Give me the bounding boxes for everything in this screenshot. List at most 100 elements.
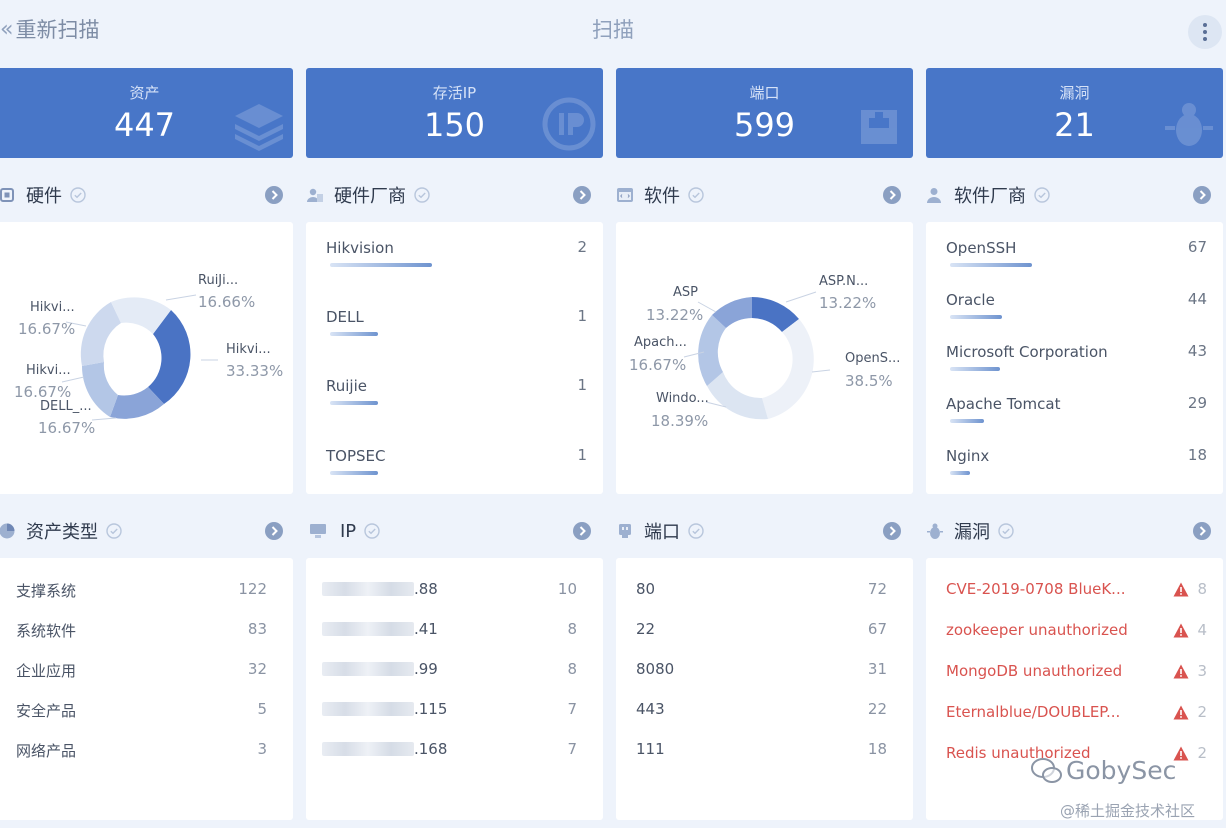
list-item[interactable]: Nginx 18 — [946, 446, 1207, 475]
section-title: 软件 — [644, 186, 680, 207]
arrow-right-circle-icon[interactable] — [1193, 522, 1211, 540]
code-window-icon — [617, 188, 633, 202]
slice-asp[interactable] — [712, 297, 752, 328]
check-circle-icon — [998, 523, 1014, 539]
section-title: 端口 — [644, 522, 680, 543]
list-item[interactable]: 安全产品 5 — [16, 700, 267, 720]
section-header-ports: 端口 — [616, 516, 913, 546]
list-item[interactable]: DELL 1 — [326, 307, 587, 336]
list-item[interactable]: MongoDB unauthorized 3 — [946, 662, 1207, 680]
section-header-software-vendor: 软件厂商 — [926, 180, 1223, 210]
list-item[interactable]: Hikvision 2 — [326, 238, 587, 267]
section-header-ip: IP — [306, 516, 603, 546]
hw-label-4: Hikvi... — [26, 363, 71, 378]
list-item[interactable]: Eternalblue/DOUBLEP... 2 — [946, 703, 1207, 721]
check-circle-icon — [70, 187, 86, 203]
list-item[interactable]: Ruijie 1 — [326, 376, 587, 405]
list-item[interactable]: 企业应用 32 — [16, 660, 267, 680]
section-title: IP — [340, 520, 357, 542]
list-item[interactable]: Microsoft Corporation 43 — [946, 342, 1207, 371]
arrow-right-circle-icon[interactable] — [573, 522, 591, 540]
hw-label-2: Hikvi... — [226, 342, 271, 357]
arrow-right-circle-icon[interactable] — [1193, 186, 1211, 204]
list-item[interactable]: 支撑系统 122 — [16, 580, 267, 600]
slice-ruiji-16[interactable] — [111, 297, 171, 334]
stat-card-alive-ip[interactable]: 存活IP 150 — [306, 68, 603, 158]
list-item[interactable]: 443 22 — [636, 700, 887, 718]
slice-asp-n[interactable] — [752, 297, 799, 332]
hw-label-1: RuiJi... — [198, 273, 239, 288]
list-item[interactable]: 80 72 — [636, 580, 887, 598]
section-title: 软件厂商 — [954, 186, 1026, 207]
slice-windo[interactable] — [707, 372, 768, 420]
list-item[interactable]: .99 8 — [322, 660, 577, 684]
slice-hikvi-16b[interactable] — [80, 302, 121, 366]
list-item[interactable]: .115 7 — [322, 700, 577, 724]
watermark-site: @稀土掘金技术社区 — [1060, 802, 1196, 820]
count-bar — [950, 315, 1002, 319]
more-menu-button[interactable] — [1188, 15, 1222, 49]
count-bar — [330, 401, 378, 405]
redacted-ip — [322, 742, 414, 756]
list-item[interactable]: TOPSEC 1 — [326, 446, 587, 475]
arrow-right-circle-icon[interactable] — [883, 186, 901, 204]
slice-dell-16[interactable] — [110, 387, 164, 419]
wechat-icon — [1031, 758, 1062, 783]
list-item[interactable]: 8080 31 — [636, 660, 887, 678]
stat-card-ports[interactable]: 端口 599 — [616, 68, 913, 158]
list-item[interactable]: OpenSSH 67 — [946, 238, 1207, 267]
list-item[interactable]: 22 67 — [636, 620, 887, 638]
section-title: 硬件厂商 — [334, 186, 406, 207]
watermark-brand: GobySec — [1066, 756, 1177, 785]
slice-hikvi-16a[interactable] — [81, 362, 118, 417]
list-item[interactable]: CVE-2019-0708 BlueK... 8 — [946, 580, 1207, 598]
arrow-right-circle-icon[interactable] — [265, 186, 283, 204]
list-item[interactable]: zookeeper unauthorized 4 — [946, 621, 1207, 639]
rescan-button[interactable]: « 重新扫描 — [0, 16, 99, 44]
top-bar: « 重新扫描 扫描 — [0, 0, 1226, 62]
sw-label-4: OpenS... — [845, 351, 901, 366]
list-item[interactable]: 111 18 — [636, 740, 887, 758]
list-item[interactable]: 网络产品 3 — [16, 740, 267, 760]
leader-lines — [61, 294, 218, 421]
chip-icon — [0, 188, 14, 202]
bug-icon — [1165, 103, 1213, 146]
list-item[interactable]: .168 7 — [322, 740, 577, 764]
section-header-hardware-vendor: 硬件厂商 — [306, 180, 603, 210]
more-dots-icon — [1203, 23, 1207, 27]
section-header-asset-type: 资产类型 — [0, 516, 295, 546]
ip-icon — [542, 97, 596, 151]
list-item[interactable]: .41 8 — [322, 620, 577, 644]
check-circle-icon — [364, 523, 380, 539]
users-icon — [307, 188, 323, 202]
sw-pct-4: 38.5% — [845, 372, 893, 390]
list-item[interactable]: Oracle 44 — [946, 290, 1207, 319]
sw-pct-2: 13.22% — [819, 294, 877, 312]
redacted-ip — [322, 622, 414, 636]
sw-pct-1: 13.22% — [646, 306, 704, 324]
section-header-software: 软件 — [616, 180, 913, 210]
arrow-right-circle-icon[interactable] — [573, 186, 591, 204]
hw-label-3: DELL_... — [40, 399, 92, 414]
slice-hikvi-33[interactable] — [148, 310, 191, 404]
arrow-right-circle-icon[interactable] — [265, 522, 283, 540]
stat-label: 资产 — [129, 84, 160, 102]
stat-label: 端口 — [749, 84, 780, 102]
hw-label-5: Hikvi... — [30, 300, 75, 315]
slice-apach[interactable] — [698, 315, 726, 386]
stat-value: 599 — [733, 106, 796, 144]
slice-opens[interactable] — [762, 319, 814, 419]
warning-icon — [1173, 582, 1189, 597]
section-header-hardware: 硬件 — [0, 180, 295, 210]
hardware-vendor-card: Hikvision 2 DELL 1 Ruijie 1 TOPSEC 1 — [306, 222, 603, 494]
stat-card-assets[interactable]: 资产 447 — [0, 68, 293, 158]
list-item[interactable]: Redis unauthorized 2 — [946, 744, 1207, 762]
stat-card-vulns[interactable]: 漏洞 21 — [926, 68, 1223, 158]
redacted-ip — [322, 582, 414, 596]
check-circle-icon — [688, 523, 704, 539]
section-title: 漏洞 — [954, 522, 990, 543]
list-item[interactable]: 系统软件 83 — [16, 620, 267, 640]
list-item[interactable]: .88 10 — [322, 580, 577, 604]
arrow-right-circle-icon[interactable] — [883, 522, 901, 540]
list-item[interactable]: Apache Tomcat 29 — [946, 394, 1207, 423]
